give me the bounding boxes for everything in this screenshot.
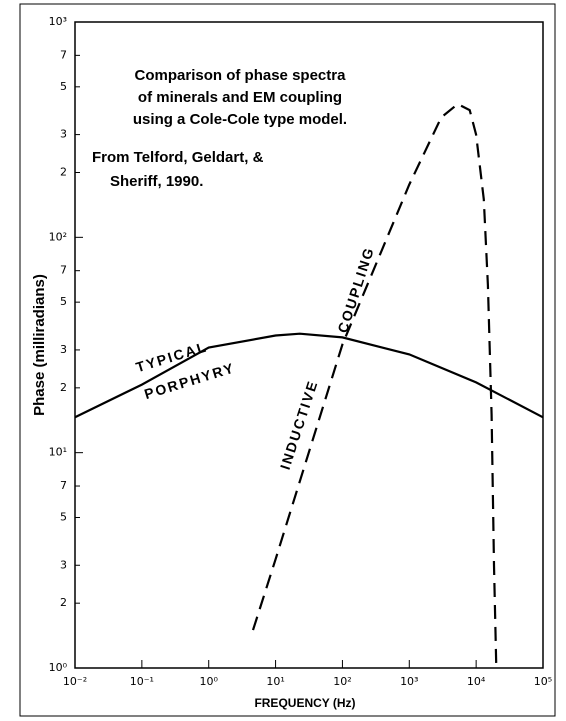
y-axis-label: Phase (milliradians) — [31, 274, 48, 416]
y-tick-label: 5 — [60, 510, 67, 523]
y-tick-label: 5 — [60, 295, 67, 308]
y-tick-label: 10² — [49, 230, 67, 243]
x-tick-label: 10⁻² — [63, 675, 87, 688]
x-tick-label: 10⁵ — [534, 675, 552, 688]
source-line: From Telford, Geldart, & — [92, 149, 264, 166]
x-tick-label: 10⁴ — [467, 675, 486, 688]
y-tick-label: 10¹ — [49, 446, 67, 459]
y-tick-label: 7 — [60, 264, 67, 277]
y-tick-label: 2 — [60, 596, 67, 609]
frame — [19, 3, 556, 717]
source-line: Sheriff, 1990. — [110, 173, 203, 190]
x-axis-label: FREQUENCY (Hz) — [254, 696, 355, 710]
y-tick-label: 3 — [60, 128, 67, 141]
x-tick-label: 10² — [333, 675, 351, 688]
title-line: of minerals and EM coupling — [138, 89, 342, 106]
y-tick-label: 2 — [60, 166, 67, 179]
y-tick-label: 2 — [60, 381, 67, 394]
y-tick-label: 7 — [60, 479, 67, 492]
y-tick-label: 3 — [60, 343, 67, 356]
series-line — [251, 102, 498, 669]
y-tick-label: 7 — [60, 48, 67, 61]
title-line: using a Cole-Cole type model. — [133, 111, 347, 128]
title-line: Comparison of phase spectra — [135, 67, 347, 84]
x-tick-label: 10⁻¹ — [130, 675, 154, 688]
x-tick-label: 10¹ — [266, 675, 284, 688]
series-label: COUPLING — [334, 244, 377, 334]
plot-area — [74, 21, 544, 669]
series-line — [74, 332, 544, 419]
y-tick-label: 5 — [60, 80, 67, 93]
y-tick-label: 3 — [60, 558, 67, 571]
y-tick-label: 10⁰ — [49, 661, 68, 674]
y-tick-label: 10³ — [49, 15, 67, 28]
series-label: INDUCTIVE — [277, 378, 321, 472]
x-tick-label: 10⁰ — [200, 675, 219, 688]
x-tick-label: 10³ — [400, 675, 418, 688]
